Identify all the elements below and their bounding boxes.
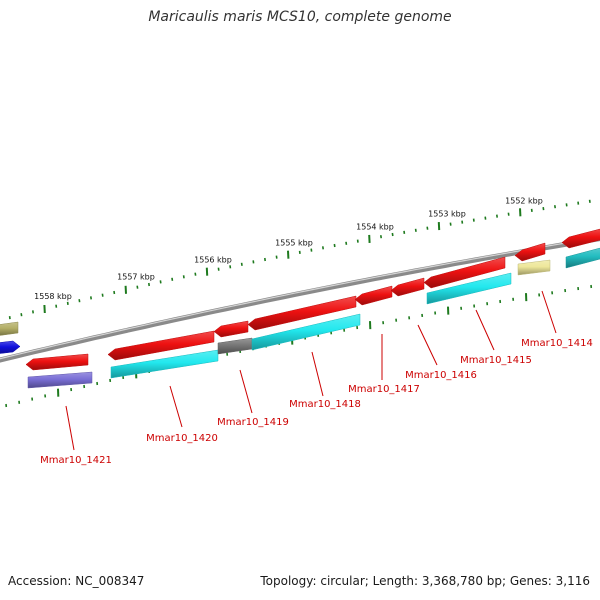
gene-feature-mmar10-1416 [390,277,425,297]
gene-label: Mmar10_1414 [521,338,593,349]
scale-label: 1553 kbp [428,210,466,219]
gene-feature-red-edge [561,228,600,249]
gene-label-leader [169,385,183,428]
gene-feature-mmar10-1418 [247,295,357,331]
accession-text: Accession: NC_008347 [8,574,145,588]
map-title: Maricaulis maris MCS10, complete genome [148,9,452,25]
scale-label: 1555 kbp [275,239,313,248]
gene-label-leader [65,405,75,451]
scale-label: 1552 kbp [505,197,543,206]
scale-label: 1558 kbp [34,292,72,301]
gene-feature-mmar10-1421 [25,353,89,371]
gene-feature-teal-edge [565,247,600,269]
gene-label-leader [541,290,557,334]
gene-label: Mmar10_1418 [289,399,361,410]
gene-feature-mmar10-1419-rna [217,337,253,355]
gene-label: Mmar10_1417 [348,384,420,395]
gene-label-leader [417,324,438,366]
gene-feature-mmar10-1414-rna [517,259,551,276]
genome-summary-text: Topology: circular; Length: 3,368,780 bp… [260,574,590,588]
gene-feature-mmar10-1415 [423,256,506,289]
gene-feature-olive [0,321,19,336]
gene-label-leader [475,309,495,351]
gene-label: Mmar10_1420 [146,433,218,444]
gene-feature-mmar10-1414 [514,242,546,262]
scale-label: 1554 kbp [356,223,394,232]
gene-feature-mmar10-1415-rna [426,272,512,305]
gene-feature-mmar10-1421-rna [27,371,93,389]
gene-feature-mmar10-1420 [107,330,215,361]
gene-label: Mmar10_1416 [405,370,477,381]
gene-feature-mmar10-1417 [354,285,393,306]
genome-backbone-highlight [0,236,600,360]
gene-feature-mmar10-1418-rna [251,313,361,351]
scale-label: 1556 kbp [194,256,232,265]
gene-label: Mmar10_1421 [40,455,112,466]
genome-backbone [0,236,600,363]
gene-label: Mmar10_1419 [217,417,289,428]
gene-feature-mmar10-1420-rna [110,349,219,379]
gene-label-leader [239,369,253,414]
scale-label: 1557 kbp [117,273,155,282]
gene-feature-mmar10-1419 [213,320,249,338]
gene-label: Mmar10_1415 [460,355,532,366]
gene-label-leader [311,351,324,397]
gene-feature-blue [0,340,21,354]
